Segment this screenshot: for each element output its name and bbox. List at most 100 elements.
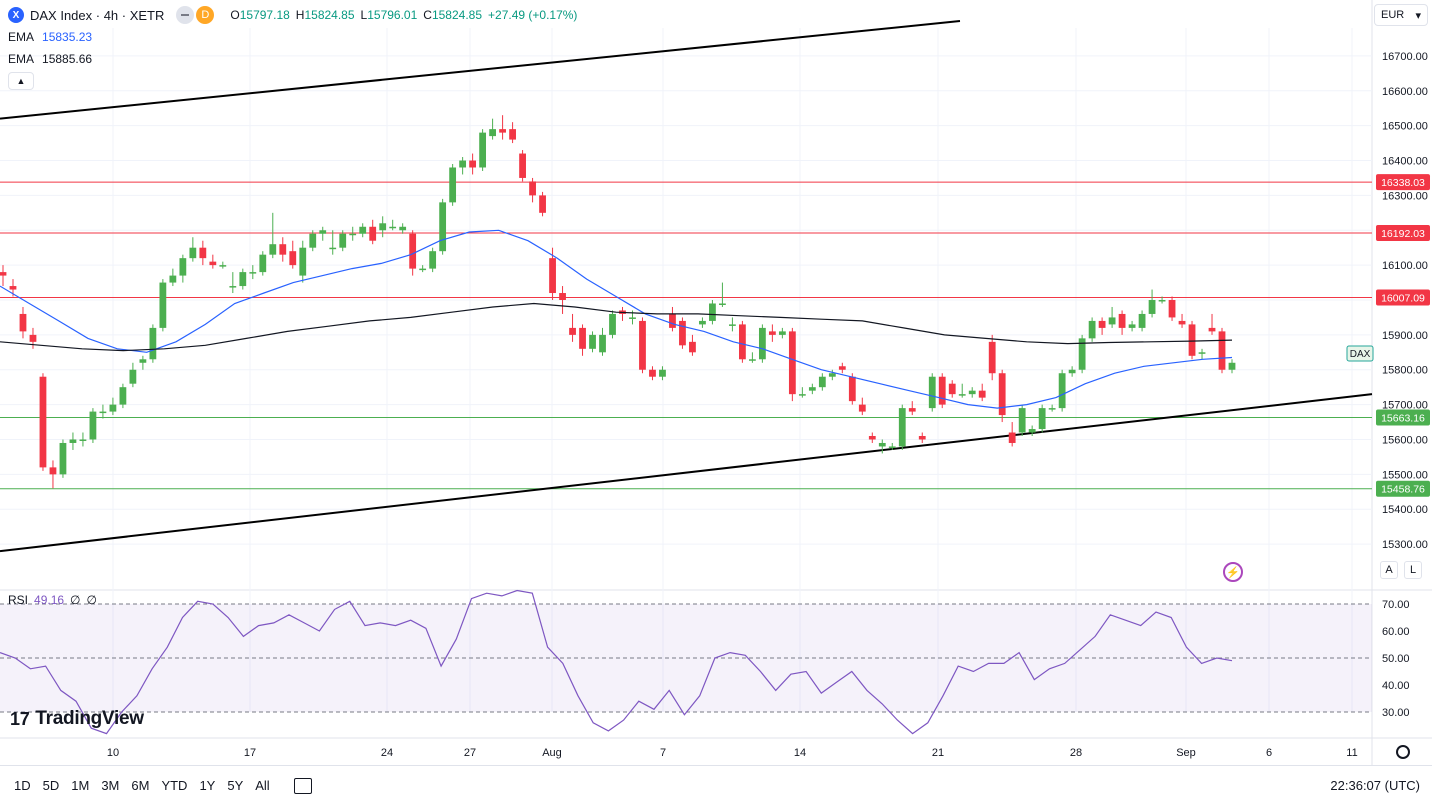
candle-body [179,258,187,276]
candle-body [59,442,67,475]
time-tick-label: 21 [932,747,944,759]
ohlc-change: +27.49 (+0.17%) [488,8,578,22]
timeframe-1m[interactable]: 1M [71,778,90,793]
ohlc-close: 15824.85 [431,8,483,22]
candle-body [99,411,107,414]
time-tick-label: 10 [107,747,119,759]
ema-slow-legend[interactable]: EMA 15885.66 [8,52,92,66]
candle-body [159,282,167,328]
time-tick-label: 6 [1266,747,1272,759]
candle-body [389,226,397,229]
candle-body [1098,320,1106,328]
candle-body [89,411,97,440]
candle-body [1088,320,1096,339]
rsi-legend[interactable]: RSI 49.16 ∅ ∅ [8,593,97,607]
time-tick-label: Sep [1176,747,1196,759]
candle-body [9,286,17,290]
level-label: 16192.03 [1381,228,1425,240]
candle-body [149,327,157,360]
candle-body [19,313,27,332]
timeframe-1d[interactable]: 1D [14,778,31,793]
candle-body [339,233,347,248]
candle-body [739,324,746,360]
time-tick-label: 27 [464,747,476,759]
candle-body [119,387,127,405]
last-price-tag-bg [1346,345,1374,362]
price-tick-label: 16100.00 [1382,260,1428,272]
candle-body [299,247,307,276]
candle-body [998,373,1006,416]
ohlc-o-label: O [230,8,240,22]
price-tick-label: 16600.00 [1382,86,1428,98]
candle-body [788,331,796,395]
calendar-icon[interactable] [293,777,312,794]
time-tick-label: 28 [1070,747,1082,759]
chart-canvas[interactable]: 16700.00 16600.00 16500.00 16400.00 16300.00… [0,0,1432,765]
currency-select[interactable]: EUR ▾ [1374,4,1428,26]
candle-body [109,404,117,412]
candle-body [699,320,706,325]
candle-body [379,223,387,231]
level-label-bg [1376,409,1430,426]
auto-scale-button[interactable]: A [1380,561,1398,579]
candle-body [219,265,227,267]
visibility-pill[interactable]: D [176,6,215,24]
price-tick-label: 16300.00 [1382,190,1428,202]
candle-body [878,442,886,447]
timeframe-6m[interactable]: 6M [131,778,150,793]
timeframe-ytd[interactable]: YTD [161,778,188,793]
candle-body [359,226,367,234]
timeframe-all[interactable]: All [255,778,270,793]
log-scale-button[interactable]: L [1404,561,1422,579]
candle-body [958,394,966,396]
price-tick-label: 16700.00 [1382,51,1428,63]
collapse-legend-button[interactable]: ▲ [8,72,34,90]
rsi-tick-label: 60.00 [1382,626,1410,638]
level-label-bg [1376,174,1430,191]
ohlc-c-label: C [423,8,432,22]
price-tick-label: 15500.00 [1382,469,1428,481]
candle-body [499,129,506,133]
candle-body [49,467,57,475]
lightning-icon[interactable]: ⚡ [1223,562,1243,582]
candle-body [1038,408,1046,430]
candle-body [209,261,217,266]
ohlc-h-label: H [295,8,305,22]
last-price-tag: DAX [1350,349,1371,360]
candle-body [679,320,686,346]
candle-body [1138,313,1146,328]
candle-body [449,167,457,203]
candle-body [988,341,996,374]
d-badge[interactable]: D [196,6,215,24]
candle-body [848,376,856,402]
timeframe-5d[interactable]: 5D [42,778,60,793]
candle-body [1028,429,1036,433]
ema-fast-legend[interactable]: EMA 15835.23 [8,30,92,44]
trend-line [0,393,1373,553]
timeframe-3m[interactable]: 3M [101,778,120,793]
ema-slow-value: 15885.66 [42,52,93,66]
candle-body [1018,408,1026,433]
scale-buttons: A L [1380,561,1422,579]
ema-fast-line [0,229,1233,409]
ohlc-values: O15797.18 H15824.85 L15796.01 C15824.85 … [230,8,577,22]
candle-body [858,404,866,412]
bottom-toolbar: 1D 5D 1M 3M 6M YTD 1Y 5Y All 22:36:07 (U… [0,765,1432,805]
candle-body [369,226,377,241]
tradingview-logo[interactable]: 17 TradingView [10,708,144,730]
timeframe-1y[interactable]: 1Y [199,778,216,793]
symbol-title[interactable]: DAX Index · 4h · XETR [30,7,165,23]
price-tick-label: 15400.00 [1382,504,1428,516]
price-tick-label: 15700.00 [1382,400,1428,412]
candle-body [1148,300,1156,314]
candle-body [1208,327,1216,332]
utc-clock[interactable]: 22:36:07 (UTC) [1330,778,1420,793]
settings-icon[interactable] [1396,745,1410,759]
candle-body [828,373,836,377]
candle-body [469,160,477,168]
candle-body [0,272,7,276]
candle-body [239,272,247,287]
timeframe-5y[interactable]: 5Y [227,778,244,793]
hide-icon[interactable] [176,6,195,24]
symbol-logo-icon: X [8,7,24,23]
